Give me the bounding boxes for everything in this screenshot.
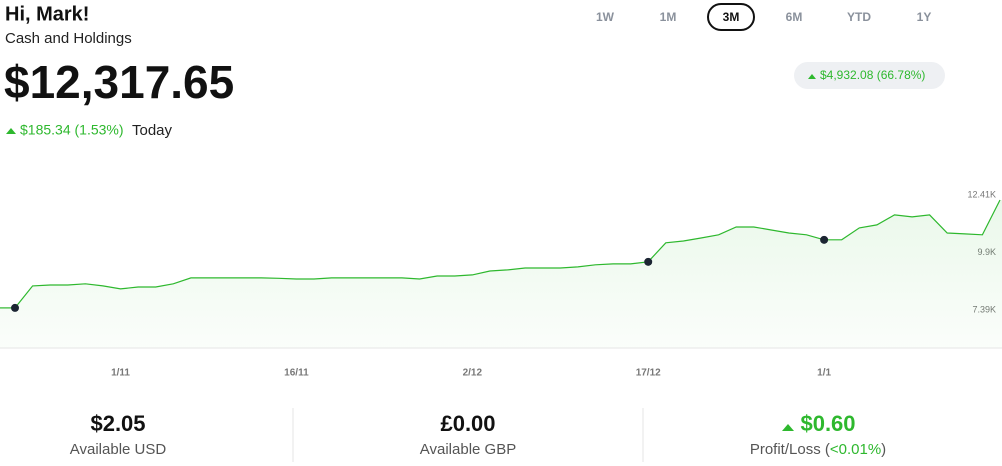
stat-label: Profit/Loss (<0.01%) [750,441,886,458]
x-tick-label: 17/12 [636,368,661,379]
stat-value: $2.05 [90,411,145,436]
stat-close: ) [881,441,886,458]
up-arrow [808,74,816,79]
period-button[interactable]: 1Y [917,10,932,24]
period-button[interactable]: 1M [660,10,677,24]
up-arrow [782,424,794,431]
x-tick-label: 1/1 [817,368,831,379]
period-change-pill [794,62,945,89]
period-selector: 1W 1M 3M 6M YTD 1Y [596,3,932,31]
stat-pct: <0.01% [830,441,881,458]
marker-dot [820,235,829,244]
up-arrow [6,128,16,134]
x-tick-label: 1/11 [111,368,130,379]
today-change: $185.34 (1.53%) [20,122,124,138]
area [0,200,1002,348]
period-button[interactable]: 1W [596,10,615,24]
y-tick-label: 12.41K [967,189,996,199]
marker-dot [11,303,19,312]
today-label: Today [132,122,173,139]
period-selected [707,3,755,31]
stat-label: Available GBP [420,441,516,458]
period-button[interactable]: 6M [786,10,803,24]
x-tick-label: 16/11 [284,368,309,379]
balance: $12,317.65 [4,56,234,108]
period-button[interactable]: 3M [723,10,740,24]
stat-value: £0.00 [440,411,495,436]
period-change: $4,932.08 (66.78%) [820,68,925,82]
x-tick-label: 2/12 [463,368,483,379]
stat-label-text: Profit/Loss ( [750,441,830,458]
greeting: Hi, Mark! [5,3,89,25]
price-line [14,199,1001,309]
period-button[interactable]: YTD [847,10,871,24]
stat-label: Available USD [70,441,167,458]
marker-dot [644,257,653,266]
stat-value: $0.60 [800,411,855,436]
subtitle: Cash and Holdings [5,30,132,47]
